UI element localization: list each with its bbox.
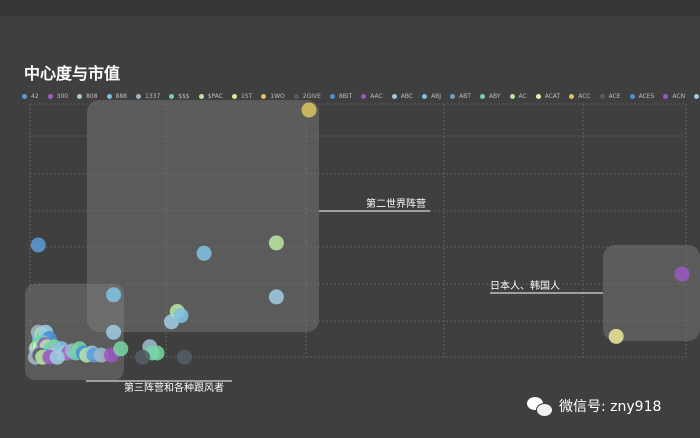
legend-swatch (198, 93, 204, 99)
data-point (268, 235, 284, 251)
legend-item[interactable]: ACN (663, 93, 685, 100)
legend-swatch (361, 93, 367, 99)
legend-label: 2GIVE (302, 92, 321, 100)
legend-item[interactable]: 1ST (231, 92, 253, 100)
legend-item[interactable]: ACOIN (694, 93, 700, 100)
legend-item[interactable]: ABY (479, 92, 501, 100)
legend-item[interactable]: ACE (599, 92, 621, 100)
legend-swatch (293, 93, 299, 99)
data-point (301, 102, 317, 118)
legend-label: AC (518, 92, 527, 100)
legend-item[interactable]: AC (509, 92, 527, 100)
annotation-label: 日本人、韩国人 (490, 279, 560, 292)
data-point (106, 287, 122, 303)
legend-swatch (535, 93, 541, 99)
legend-swatch (599, 93, 605, 99)
legend-swatch (231, 93, 237, 99)
legend-item[interactable]: ABJ (422, 93, 441, 100)
legend-label: 888 (115, 92, 127, 100)
wechat-icon (527, 395, 553, 417)
data-point (608, 328, 624, 344)
annotation-label: 第二世界阵营 (366, 197, 426, 210)
legend-label: 808 (86, 92, 98, 100)
legend-item[interactable]: 1337 (136, 93, 160, 100)
legend-label: ACE (608, 92, 621, 100)
legend-item[interactable]: ACAT (535, 92, 561, 100)
watermark-text: 微信号: zny918 (559, 399, 662, 415)
legend-item[interactable]: $PAC (198, 92, 223, 100)
legend-label: 1WO (270, 92, 285, 100)
top-bar (0, 0, 700, 16)
legend-label: AAC (370, 92, 383, 100)
legend-item[interactable]: ABC (391, 92, 414, 100)
data-point (268, 289, 284, 305)
legend-item[interactable]: ABT (450, 93, 471, 100)
legend-swatch (663, 93, 669, 99)
data-point (173, 308, 189, 324)
legend-item[interactable]: 808 (77, 92, 98, 100)
legend-label: 1337 (145, 92, 161, 100)
legend-swatch (329, 93, 335, 99)
legend-label: 8BIT (338, 92, 353, 100)
legend-swatch (77, 93, 83, 99)
legend-swatch (169, 93, 175, 99)
highlight-panel (603, 245, 700, 341)
data-point (113, 341, 129, 357)
legend-swatch (569, 93, 575, 99)
legend-swatch (422, 93, 428, 99)
legend-item[interactable]: 2GIVE (293, 92, 321, 100)
legend-swatch (136, 93, 141, 99)
data-point (49, 349, 65, 365)
legend-swatch (509, 93, 515, 99)
legend-label: ABY (488, 92, 501, 100)
legend-label: $PAC (207, 92, 223, 100)
chart-title: 中心度与市值 (24, 64, 121, 83)
legend-swatch (694, 93, 700, 99)
legend-swatch (261, 93, 267, 99)
legend-item[interactable]: 8BIT (329, 92, 353, 100)
legend-item[interactable]: 1WO (261, 92, 285, 100)
data-point (106, 324, 122, 340)
legend-item[interactable]: AAC (361, 92, 383, 100)
legend-label: ABC (400, 92, 414, 100)
annotation-label: 第三阵营和各种跟风者 (124, 381, 224, 394)
legend-swatch (450, 93, 456, 99)
legend-swatch (47, 93, 53, 99)
legend-label: ABT (459, 92, 471, 100)
data-point (149, 345, 165, 361)
legend-label: ABJ (431, 92, 442, 100)
legend-swatch (106, 93, 112, 99)
legend-swatch (629, 93, 635, 99)
legend-item[interactable]: 300 (47, 92, 69, 100)
legend-item[interactable]: $$$ (169, 92, 190, 100)
data-point (177, 349, 192, 365)
legend-label: 42 (31, 92, 39, 100)
data-point (196, 245, 212, 261)
chart-legend: 42 300 808 888 1337 $$$ $PAC 1ST 1WO 2GIVE 8BIT AAC… (22, 90, 700, 102)
legend-swatch (391, 93, 397, 99)
legend-label: ACES (638, 92, 655, 100)
data-point (674, 266, 690, 282)
legend-label: $$$ (178, 92, 190, 100)
legend-label: 300 (56, 92, 69, 100)
legend-label: ACN (672, 92, 686, 100)
legend-label: 1ST (240, 92, 253, 100)
data-point (30, 237, 46, 253)
highlight-panel (87, 100, 319, 332)
watermark: 微信号: zny918 (527, 395, 661, 417)
legend-label: ACC (578, 92, 591, 100)
legend-label: ACAT (544, 92, 561, 100)
legend-swatch (479, 93, 485, 99)
legend-item[interactable]: ACES (629, 92, 655, 100)
legend-item[interactable]: 42 (22, 93, 39, 100)
legend-swatch (22, 93, 27, 99)
legend-item[interactable]: ACC (569, 92, 591, 100)
legend-item[interactable]: 888 (106, 92, 127, 100)
data-point (135, 349, 151, 365)
